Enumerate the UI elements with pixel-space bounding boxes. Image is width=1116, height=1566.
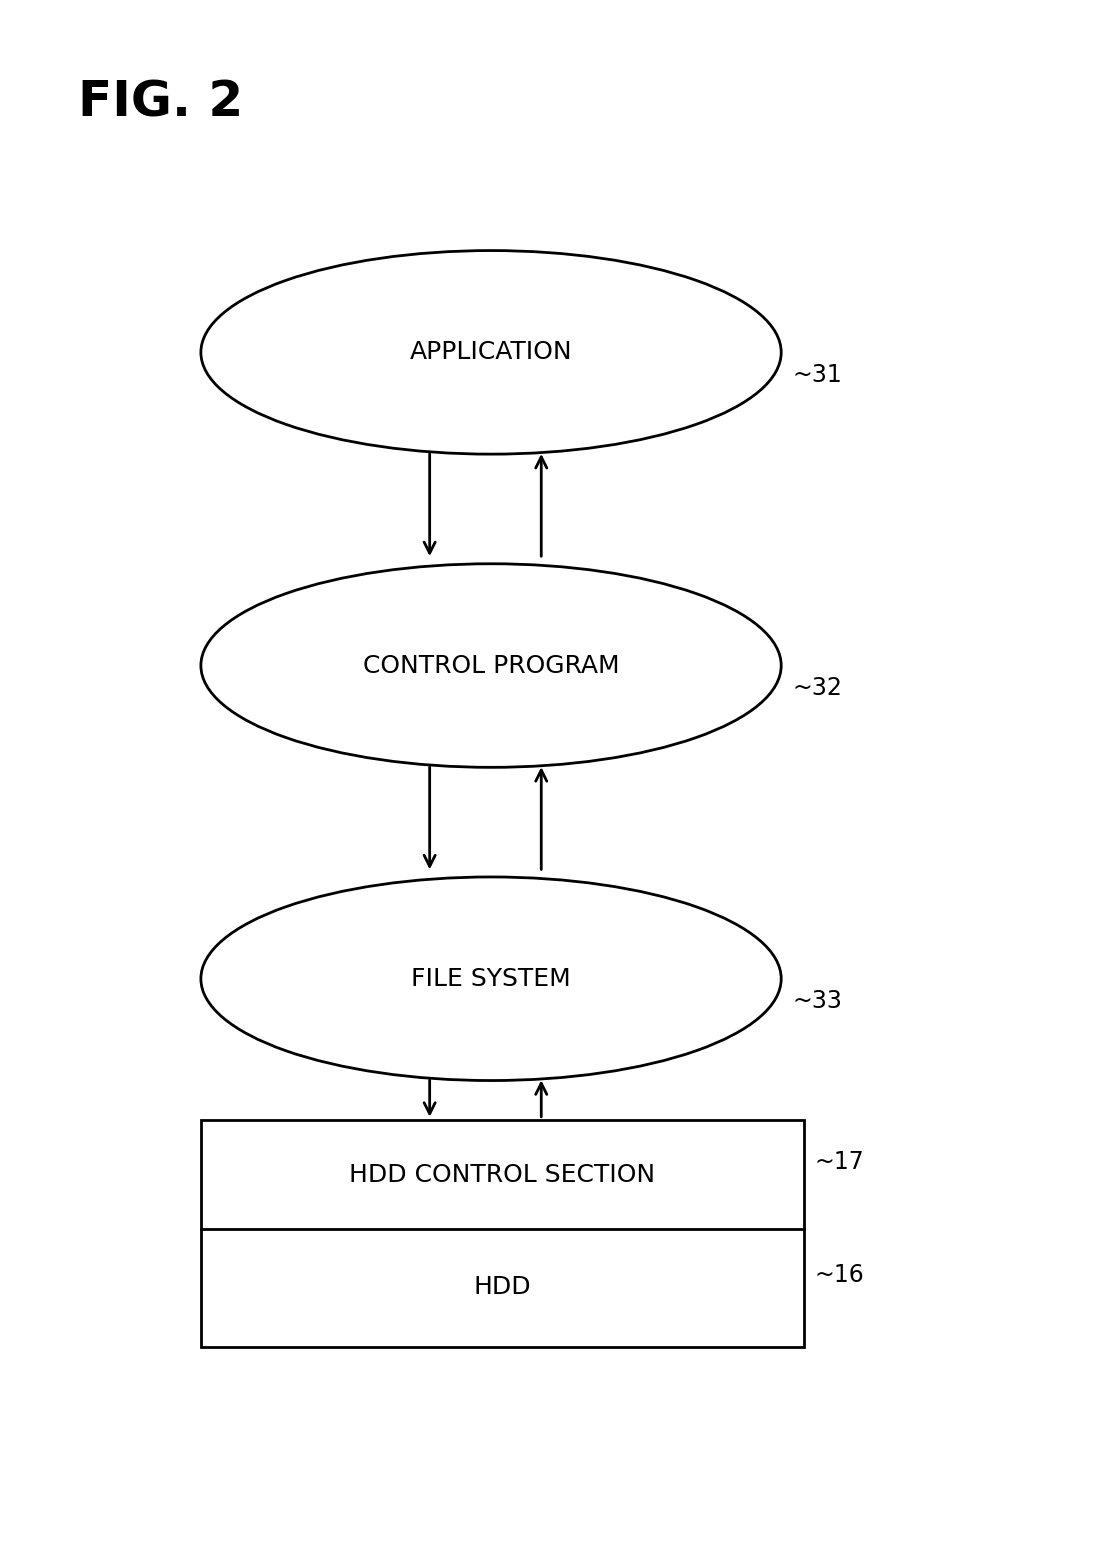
Text: CONTROL PROGRAM: CONTROL PROGRAM [363,653,619,678]
Text: ~17: ~17 [815,1149,865,1174]
Text: ~32: ~32 [792,677,843,700]
Text: HDD: HDD [473,1275,531,1300]
Text: ~16: ~16 [815,1262,865,1287]
Ellipse shape [201,564,781,767]
Text: FILE SYSTEM: FILE SYSTEM [411,966,571,991]
Ellipse shape [201,877,781,1081]
Text: HDD CONTROL SECTION: HDD CONTROL SECTION [349,1162,655,1187]
Ellipse shape [201,251,781,454]
Text: FIG. 2: FIG. 2 [78,78,243,127]
Bar [201,1120,804,1347]
Text: APPLICATION: APPLICATION [410,340,573,365]
Text: ~33: ~33 [792,990,843,1013]
Text: ~31: ~31 [792,363,843,387]
